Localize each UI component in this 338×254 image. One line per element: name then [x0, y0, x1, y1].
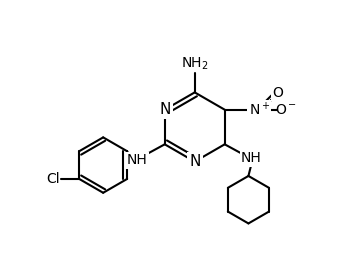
Text: O: O	[273, 86, 284, 100]
Text: NH: NH	[127, 153, 147, 167]
Text: O$^-$: O$^-$	[275, 103, 297, 117]
Text: NH$_2$: NH$_2$	[181, 56, 209, 72]
Text: N: N	[189, 154, 200, 169]
Text: NH: NH	[241, 151, 262, 165]
Text: N: N	[159, 102, 170, 117]
Text: N$^+$: N$^+$	[248, 101, 270, 118]
Text: Cl: Cl	[47, 172, 60, 186]
